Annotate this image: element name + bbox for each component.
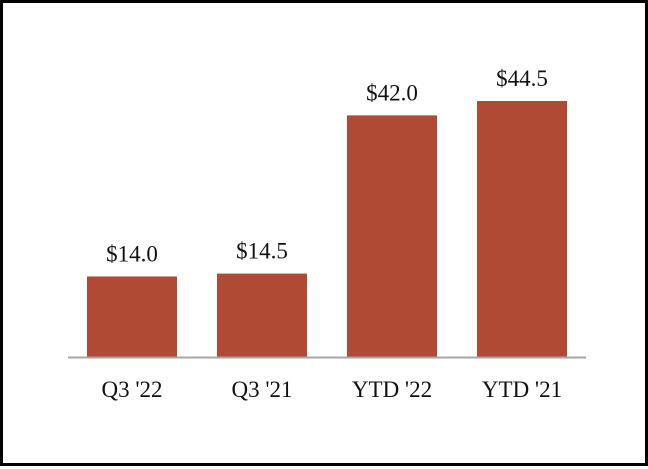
bar-value-label: $14.5: [236, 239, 288, 264]
bar-3: [347, 115, 437, 357]
bar-value-label: $42.0: [366, 80, 418, 105]
bar-2: [217, 273, 307, 357]
x-tick-label: YTD '22: [352, 377, 432, 402]
bar-value-label: $44.5: [496, 66, 548, 91]
bar-1: [87, 276, 177, 357]
bar-value-label: $14.0: [106, 241, 158, 266]
x-tick-label: Q3 '22: [101, 377, 162, 402]
bar-4: [477, 101, 567, 357]
x-tick-label: YTD '21: [482, 377, 562, 402]
x-tick-label: Q3 '21: [231, 377, 292, 402]
bar-chart: $14.0 Q3 '22 $14.5 Q3 '21 $42.0 YTD '22 $44.5 Y…: [68, 66, 586, 402]
